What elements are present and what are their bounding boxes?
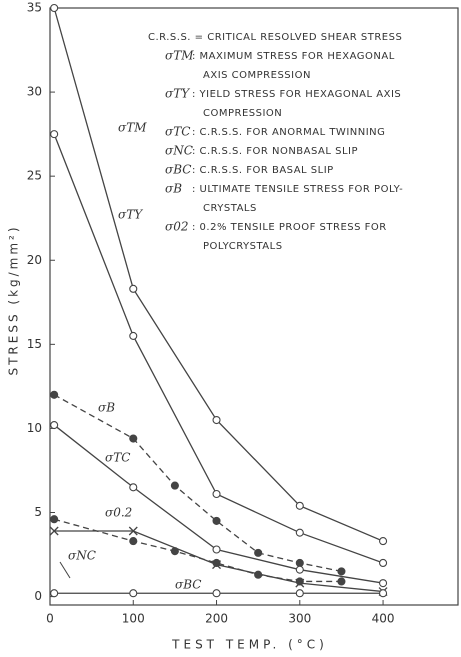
series-line — [53, 7, 384, 542]
point-marker — [212, 489, 221, 499]
cross-marker — [212, 560, 221, 570]
plot-frame — [49, 7, 459, 606]
legend-text: AXIS COMPRESSION — [203, 70, 311, 81]
legend-text: : YIELD STRESS FOR HEXAGONAL AXIS — [192, 89, 401, 100]
point-marker — [129, 331, 138, 340]
y-tick-label: 5 — [34, 505, 42, 519]
series-label: σBC — [175, 578, 201, 592]
y-tick-label: 35 — [27, 1, 42, 15]
legend-text: : C.R.S.S. FOR ANORMAL TWINNING — [192, 127, 385, 138]
y-tick-label: 0 — [34, 589, 42, 603]
legend-symbol: σTY — [165, 87, 190, 101]
legend-text: C.R.S.S. = CRITICAL RESOLVED SHEAR STRES… — [148, 32, 402, 43]
point-marker — [337, 577, 346, 586]
legend-symbol: σB — [165, 182, 182, 196]
y-axis-label: STRESS (kg/mm²) — [7, 224, 21, 375]
point-marker — [379, 537, 388, 546]
legend-symbol: σTM — [165, 49, 194, 63]
point-marker — [379, 589, 388, 598]
cross-marker — [128, 526, 138, 536]
x-tick-label: 300 — [288, 612, 311, 626]
point-marker — [50, 515, 59, 524]
series-label: σTM — [118, 121, 147, 135]
legend-symbol: σTC — [165, 125, 190, 139]
cross-marker — [49, 526, 59, 536]
point-marker — [129, 284, 138, 293]
legend-text: CRYSTALS — [203, 203, 257, 214]
series-line — [53, 133, 384, 564]
point-marker — [212, 589, 221, 598]
point-marker — [295, 528, 304, 537]
point-marker — [50, 130, 59, 139]
x-tick-label: 200 — [205, 612, 228, 626]
point-marker — [50, 3, 59, 13]
point-marker — [50, 589, 59, 598]
point-marker — [50, 390, 59, 399]
legend-symbol: σ02 — [165, 220, 188, 234]
legend-text: : MAXIMUM STRESS FOR HEXAGONAL — [192, 51, 395, 62]
point-marker — [129, 537, 138, 546]
series-label: σTY — [118, 208, 143, 222]
legend-text: COMPRESSION — [203, 108, 282, 119]
legend-text: POLYCRYSTALS — [203, 241, 283, 252]
cross-marker — [295, 578, 305, 588]
series-label: σB — [98, 401, 115, 415]
y-tick-label: 30 — [27, 85, 42, 99]
point-marker — [129, 483, 138, 492]
point-marker — [129, 589, 138, 598]
series-line — [53, 424, 384, 584]
x-tick-label: 0 — [46, 612, 54, 626]
point-marker — [295, 589, 304, 598]
point-marker — [129, 434, 138, 443]
legend-text: : 0.2% TENSILE PROOF STRESS FOR — [192, 222, 387, 233]
point-marker — [170, 481, 179, 490]
y-tick-label: 15 — [27, 337, 42, 351]
y-tick-label: 10 — [27, 421, 42, 435]
legend-text: : C.R.S.S. FOR NONBASAL SLIP — [192, 146, 358, 157]
point-marker — [295, 565, 304, 574]
legend-text: : ULTIMATE TENSILE STRESS FOR POLY- — [192, 184, 403, 195]
point-marker — [337, 567, 346, 576]
point-marker — [212, 516, 221, 525]
y-tick-label: 20 — [27, 253, 42, 267]
point-marker — [50, 421, 59, 430]
series-label: σTC — [105, 451, 130, 465]
point-marker — [212, 415, 221, 425]
point-marker — [212, 545, 221, 554]
point-marker — [295, 501, 304, 510]
legend-text: : C.R.S.S. FOR BASAL SLIP — [192, 165, 334, 176]
point-marker — [379, 579, 388, 588]
x-tick-label: 400 — [372, 612, 395, 626]
point-marker — [295, 558, 304, 568]
legend-symbol: σBC — [165, 163, 191, 177]
label-arrow — [59, 561, 71, 579]
series-label: σNC — [68, 549, 96, 563]
legend-symbol: σNC — [165, 144, 193, 158]
x-tick-label: 100 — [122, 612, 145, 626]
y-tick-label: 25 — [27, 169, 42, 183]
point-marker — [254, 548, 263, 557]
series-label: σ0.2 — [105, 506, 132, 520]
x-axis-label: TEST TEMP. (°C) — [171, 638, 328, 652]
point-marker — [379, 558, 388, 568]
series-line — [53, 394, 342, 573]
